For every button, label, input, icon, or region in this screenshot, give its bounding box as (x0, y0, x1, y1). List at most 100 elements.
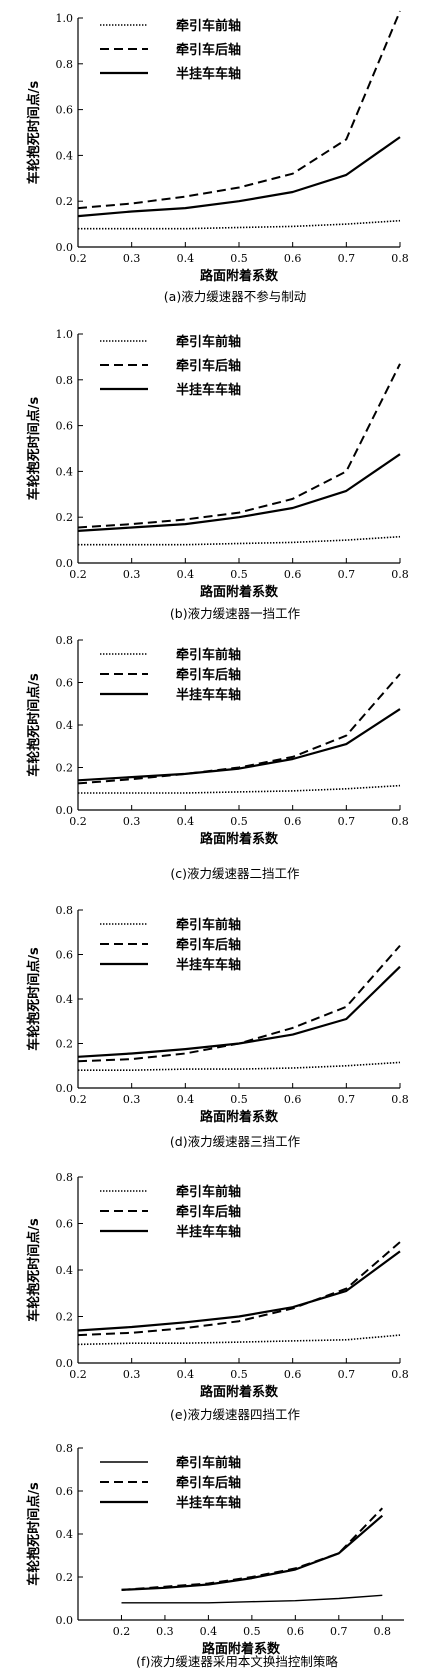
x-tick-label: 0.5 (230, 1093, 248, 1106)
x-axis-label: 路面附着系数 (202, 1641, 281, 1657)
chart-caption: (c)液力缓速器二挡工作 (170, 866, 300, 881)
x-tick-label: 0.4 (177, 1093, 195, 1106)
series-line (77, 708, 401, 782)
y-tick-label: 0.0 (56, 804, 74, 817)
x-tick-label: 0.2 (69, 568, 87, 581)
x-tick-label: 0.7 (338, 815, 356, 828)
x-tick-label: 0.8 (391, 1093, 409, 1106)
x-axis-label: 路面附着系数 (200, 584, 279, 600)
x-tick-label: 0.7 (338, 252, 356, 265)
x-tick-label: 0.3 (123, 252, 141, 265)
y-tick-label: 0.4 (56, 719, 74, 732)
chart-caption: (a)液力缓速器不参与制动 (164, 289, 306, 304)
series-line (78, 535, 401, 546)
x-tick-label: 0.8 (374, 1625, 392, 1638)
x-tick-label: 0.3 (123, 1093, 141, 1106)
y-axis-label: 车轮抱死时间点/s (26, 397, 42, 501)
y-tick-label: 0.4 (56, 993, 74, 1006)
y-tick-label: 0.4 (56, 1264, 74, 1277)
x-axis-label: 路面附着系数 (200, 831, 279, 847)
x-tick-label: 0.8 (391, 252, 409, 265)
y-tick-label: 0.8 (56, 1171, 74, 1184)
x-tick-label: 0.5 (230, 815, 248, 828)
legend-label: 半挂车车轴 (176, 687, 241, 703)
y-tick-label: 0.2 (56, 762, 74, 775)
x-tick-label: 0.7 (338, 1368, 356, 1381)
legend-label: 牵引车前轴 (176, 18, 241, 34)
legend-label: 牵引车前轴 (176, 1184, 241, 1200)
y-tick-label: 0.8 (56, 58, 74, 71)
x-tick-label: 0.8 (391, 568, 409, 581)
y-tick-label: 0.6 (56, 1485, 74, 1498)
x-tick-label: 0.6 (284, 1093, 302, 1106)
x-tick-label: 0.3 (123, 568, 141, 581)
x-tick-label: 0.6 (287, 1625, 305, 1638)
x-tick-label: 0.6 (284, 1368, 302, 1381)
chart-caption: (b)液力缓速器一挡工作 (170, 606, 301, 621)
series-line (78, 1061, 401, 1071)
y-axis-label: 车轮抱死时间点/s (26, 673, 42, 777)
series-line (78, 219, 401, 230)
legend-label: 牵引车后轴 (176, 1204, 241, 1220)
legend-label: 牵引车后轴 (176, 937, 241, 953)
legend-label: 半挂车车轴 (176, 382, 241, 398)
x-tick-label: 0.2 (69, 1368, 87, 1381)
x-tick-label: 0.3 (123, 815, 141, 828)
x-tick-label: 0.4 (200, 1625, 218, 1638)
x-tick-label: 0.2 (113, 1625, 131, 1638)
x-tick-label: 0.4 (177, 815, 195, 828)
y-axis-label: 车轮抱死时间点/s (26, 1218, 42, 1322)
x-tick-label: 0.6 (284, 815, 302, 828)
legend-label: 牵引车前轴 (176, 334, 241, 350)
y-tick-label: 0.8 (56, 634, 74, 647)
x-tick-label: 0.5 (230, 252, 248, 265)
x-tick-label: 0.4 (177, 252, 195, 265)
legend-label: 牵引车后轴 (176, 358, 241, 374)
x-tick-label: 0.7 (338, 568, 356, 581)
x-tick-label: 0.3 (156, 1625, 174, 1638)
x-axis-label: 路面附着系数 (200, 1109, 279, 1125)
y-tick-label: 0.4 (56, 1528, 74, 1541)
chart-panel: 0.00.20.40.60.80.2 0.3 0.4 0.5 0.6 0.7 0.8路面附着… (26, 1442, 404, 1669)
series-line (77, 10, 401, 210)
y-tick-label: 0.8 (56, 904, 74, 917)
y-tick-label: 0.8 (56, 374, 74, 387)
chart-caption: (d)液力缓速器三挡工作 (170, 1134, 301, 1149)
legend-label: 牵引车后轴 (176, 667, 241, 683)
y-tick-label: 0.2 (56, 511, 74, 524)
y-tick-label: 0.6 (56, 104, 74, 117)
x-axis-label: 路面附着系数 (200, 1384, 279, 1400)
y-tick-label: 0.0 (56, 1082, 74, 1095)
x-tick-label: 0.6 (284, 252, 302, 265)
y-tick-label: 0.2 (56, 1038, 74, 1051)
y-tick-label: 1.0 (56, 12, 74, 25)
legend-label: 牵引车后轴 (176, 1475, 241, 1491)
x-tick-label: 0.2 (69, 1093, 87, 1106)
x-tick-label: 0.6 (284, 568, 302, 581)
series-line (77, 1334, 401, 1346)
series-line (77, 965, 401, 1058)
chart-panel: 0.00.20.40.60.81.00.2 0.3 0.4 0.5 0.6 0.7 0.8路… (26, 10, 409, 304)
y-tick-label: 1.0 (56, 328, 74, 341)
legend-label: 牵引车后轴 (176, 42, 241, 58)
y-tick-label: 0.0 (56, 241, 74, 254)
legend-label: 牵引车前轴 (176, 647, 241, 663)
chart-panel: 0.00.20.40.60.80.2 0.3 0.4 0.5 0.6 0.7 0.8路面附着… (26, 904, 409, 1149)
series-line (77, 1241, 401, 1337)
series-line (78, 784, 401, 794)
y-tick-label: 0.0 (56, 1357, 74, 1370)
series-line (77, 363, 401, 529)
y-tick-label: 0.6 (56, 1218, 74, 1231)
series-line (77, 136, 401, 218)
chart-panel: 0.00.20.40.60.80.2 0.3 0.4 0.5 0.6 0.7 0.8路面附着… (26, 634, 409, 881)
y-tick-label: 0.8 (56, 1442, 74, 1455)
x-tick-label: 0.3 (123, 1368, 141, 1381)
y-tick-label: 0.6 (56, 677, 74, 690)
x-axis-label: 路面附着系数 (200, 268, 279, 284)
chart-panel: 0.00.20.40.60.80.2 0.3 0.4 0.5 0.6 0.7 0.8路面附着… (26, 1171, 409, 1422)
y-tick-label: 0.6 (56, 420, 74, 433)
legend-label: 半挂车车轴 (176, 1495, 241, 1511)
legend-label: 牵引车前轴 (176, 917, 241, 933)
x-tick-label: 0.7 (330, 1625, 348, 1638)
